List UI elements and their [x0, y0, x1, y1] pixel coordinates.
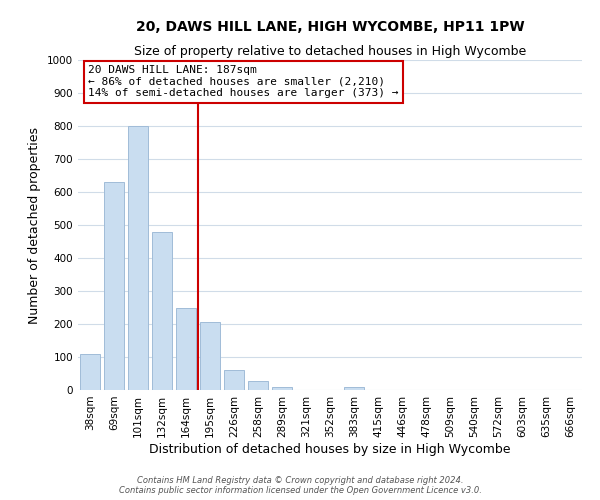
Bar	[128, 126, 148, 390]
Text: Size of property relative to detached houses in High Wycombe: Size of property relative to detached ho…	[134, 45, 526, 58]
Bar	[80, 354, 100, 390]
Bar	[272, 386, 292, 390]
Bar	[104, 182, 124, 390]
Bar	[176, 308, 196, 390]
Y-axis label: Number of detached properties: Number of detached properties	[28, 126, 41, 324]
Bar	[248, 381, 268, 390]
Bar	[152, 232, 172, 390]
X-axis label: Distribution of detached houses by size in High Wycombe: Distribution of detached houses by size …	[149, 442, 511, 456]
Text: Contains HM Land Registry data © Crown copyright and database right 2024.
Contai: Contains HM Land Registry data © Crown c…	[119, 476, 481, 495]
Text: 20 DAWS HILL LANE: 187sqm
← 86% of detached houses are smaller (2,210)
14% of se: 20 DAWS HILL LANE: 187sqm ← 86% of detac…	[88, 65, 398, 98]
Bar	[344, 386, 364, 390]
Text: 20, DAWS HILL LANE, HIGH WYCOMBE, HP11 1PW: 20, DAWS HILL LANE, HIGH WYCOMBE, HP11 1…	[136, 20, 524, 34]
Bar	[224, 370, 244, 390]
Bar	[200, 322, 220, 390]
